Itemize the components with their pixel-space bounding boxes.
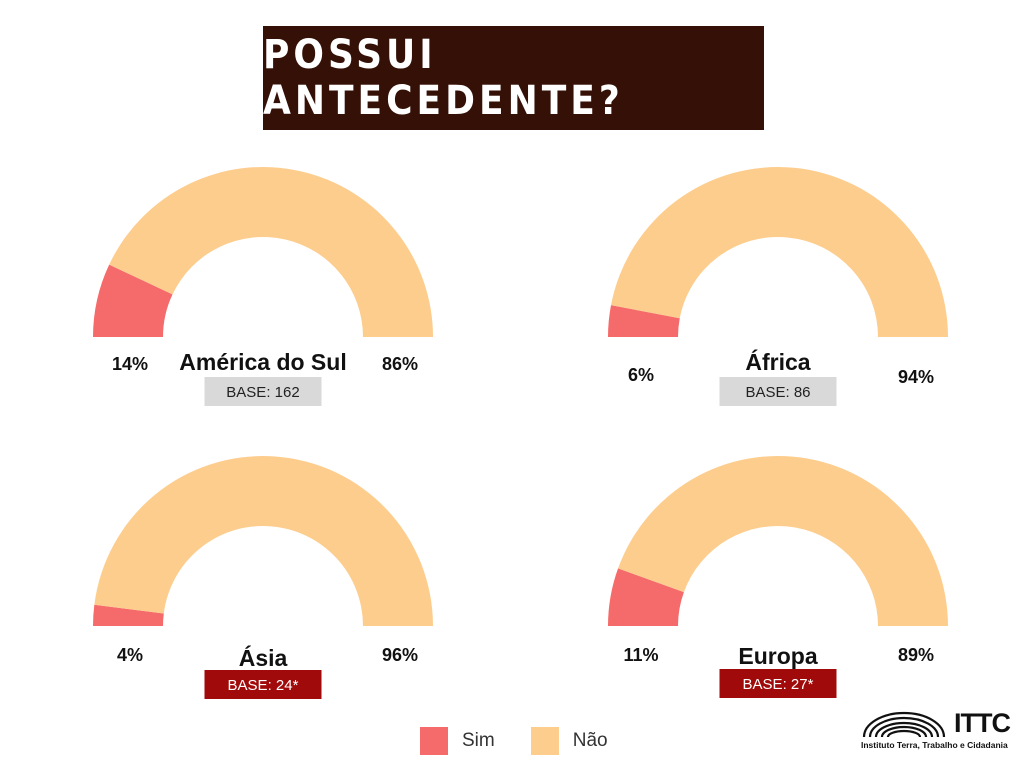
legend-label-sim: Sim bbox=[462, 730, 495, 751]
region-name-america-do-sul: América do Sul bbox=[179, 349, 346, 375]
base-badge-asia bbox=[204, 670, 322, 699]
slice-sim-asia bbox=[93, 604, 164, 626]
legend-swatch-nao bbox=[530, 727, 559, 755]
legend-label-nao: Não bbox=[572, 730, 608, 751]
pct-label-nao-europa: 89% bbox=[898, 645, 934, 665]
base-label-africa: BASE: 86 bbox=[745, 384, 810, 401]
slice-nao-africa bbox=[611, 166, 948, 337]
logo-name: ITTC bbox=[954, 708, 1011, 738]
pct-label-nao-africa: 94% bbox=[898, 367, 934, 387]
pct-label-sim-africa: 6% bbox=[628, 365, 654, 385]
title-banner: POSSUI ANTECEDENTE? bbox=[263, 26, 764, 130]
pct-label-sim-europa: 11% bbox=[623, 645, 658, 665]
legend-swatch-sim bbox=[420, 727, 448, 755]
gauge-asia: 4% 96% Ásia BASE: 24* bbox=[93, 455, 433, 699]
chart-title: POSSUI ANTECEDENTE? bbox=[263, 32, 624, 124]
pct-label-sim-america-do-sul: 14% bbox=[112, 354, 148, 374]
slice-nao-america-do-sul bbox=[109, 166, 434, 337]
gauge-europa: 11% 89% Europa BASE: 27* bbox=[608, 456, 948, 698]
gauge-africa: 6% 94% África BASE: 86 bbox=[608, 166, 948, 406]
base-label-europa: BASE: 27* bbox=[743, 676, 814, 693]
region-name-africa: África bbox=[745, 348, 810, 375]
legend-item-sim: Sim bbox=[420, 727, 495, 755]
legend: Sim Não bbox=[420, 726, 644, 756]
base-label-america-do-sul: BASE: 162 bbox=[226, 384, 299, 401]
slice-nao-asia bbox=[94, 455, 433, 626]
legend-item-nao: Não bbox=[530, 727, 608, 755]
base-badge-africa bbox=[719, 377, 837, 406]
slice-nao-europa bbox=[618, 456, 948, 626]
pct-label-sim-asia: 4% bbox=[117, 645, 143, 665]
base-label-asia: BASE: 24* bbox=[228, 677, 299, 694]
arches-logo-icon bbox=[862, 711, 946, 738]
slice-sim-africa bbox=[608, 305, 680, 337]
region-name-europa: Europa bbox=[738, 643, 817, 669]
region-name-asia: Ásia bbox=[239, 644, 288, 671]
logo-subtitle: Instituto Terra, Trabalho e Cidadania bbox=[861, 740, 1008, 750]
slice-sim-europa bbox=[608, 568, 684, 626]
pct-label-nao-asia: 96% bbox=[382, 645, 418, 665]
gauge-america-do-sul: 14% 86% América do Sul BASE: 162 bbox=[93, 166, 434, 406]
base-badge-europa bbox=[719, 669, 837, 698]
base-badge-america-do-sul bbox=[204, 377, 322, 406]
slice-sim-america-do-sul bbox=[93, 264, 173, 337]
pct-label-nao-america-do-sul: 86% bbox=[382, 354, 418, 374]
